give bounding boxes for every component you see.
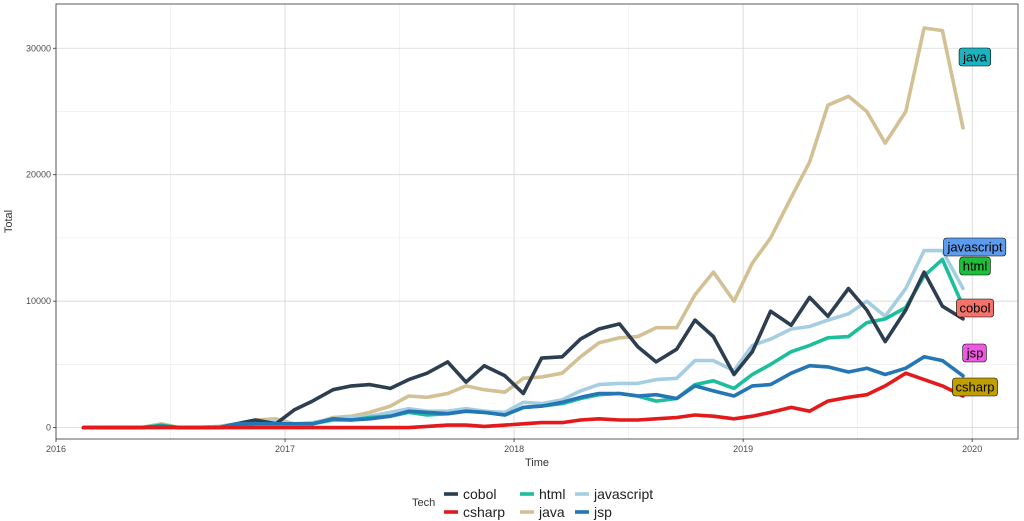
legend-label: jsp <box>593 504 612 520</box>
legend-label: html <box>539 486 565 502</box>
legend-item-cobol: cobol <box>444 486 496 502</box>
x-tick-label: 2017 <box>275 444 295 454</box>
axes: Time Total 2016 2017 2018 2019 2020 0 10000 200… <box>3 43 982 469</box>
end-label-cobol: cobol <box>956 298 994 318</box>
end-label-text: javascript <box>947 240 1003 255</box>
end-label-box <box>943 237 1007 257</box>
series-line-csharp <box>81 371 965 430</box>
y-tick-label: 0 <box>46 423 51 433</box>
x-axis-title: Time <box>525 457 549 469</box>
end-label-text: html <box>963 259 988 274</box>
end-label-text: cobol <box>959 301 990 316</box>
legend-label: javascript <box>593 486 653 502</box>
end-label-java: java <box>958 47 991 67</box>
legend-item-csharp: csharp <box>444 504 505 520</box>
x-tick-label: 2018 <box>504 444 524 454</box>
end-label-csharp: csharp <box>952 377 998 397</box>
series-line-jsp <box>81 354 965 430</box>
legend-item-java: java <box>520 504 565 520</box>
end-label-box <box>956 298 994 318</box>
end-label-text: java <box>962 50 988 65</box>
end-label-javascript: javascript <box>943 237 1007 257</box>
y-tick-label: 10000 <box>26 296 51 306</box>
legend-item-javascript: javascript <box>575 486 653 502</box>
end-label-html: html <box>959 256 991 276</box>
end-labels: java javascript html cobol jsp csharp <box>943 47 1007 397</box>
panel-border <box>55 3 1019 440</box>
y-tick-label: 20000 <box>26 170 51 180</box>
x-tick-label: 2019 <box>733 444 753 454</box>
series-lines <box>81 26 965 430</box>
grid <box>55 4 1018 439</box>
end-label-box <box>959 256 991 276</box>
end-label-box <box>952 377 998 397</box>
legend-item-jsp: jsp <box>575 504 612 520</box>
end-label-jsp: jsp <box>962 343 987 363</box>
legend-title: Tech <box>412 497 435 509</box>
end-label-box <box>958 47 991 67</box>
legend: Tech cobol csharp html java javascript jsp <box>412 486 653 520</box>
legend-label: csharp <box>463 504 505 520</box>
legend-label: java <box>538 504 565 520</box>
legend-item-html: html <box>520 486 565 502</box>
end-label-text: jsp <box>966 346 984 361</box>
y-tick-label: 30000 <box>26 43 51 53</box>
end-label-text: csharp <box>955 380 994 395</box>
end-label-box <box>962 343 987 363</box>
legend-label: cobol <box>463 486 496 502</box>
x-tick-label: 2016 <box>46 444 66 454</box>
x-tick-label: 2020 <box>962 444 982 454</box>
y-axis-title: Total <box>3 210 15 233</box>
